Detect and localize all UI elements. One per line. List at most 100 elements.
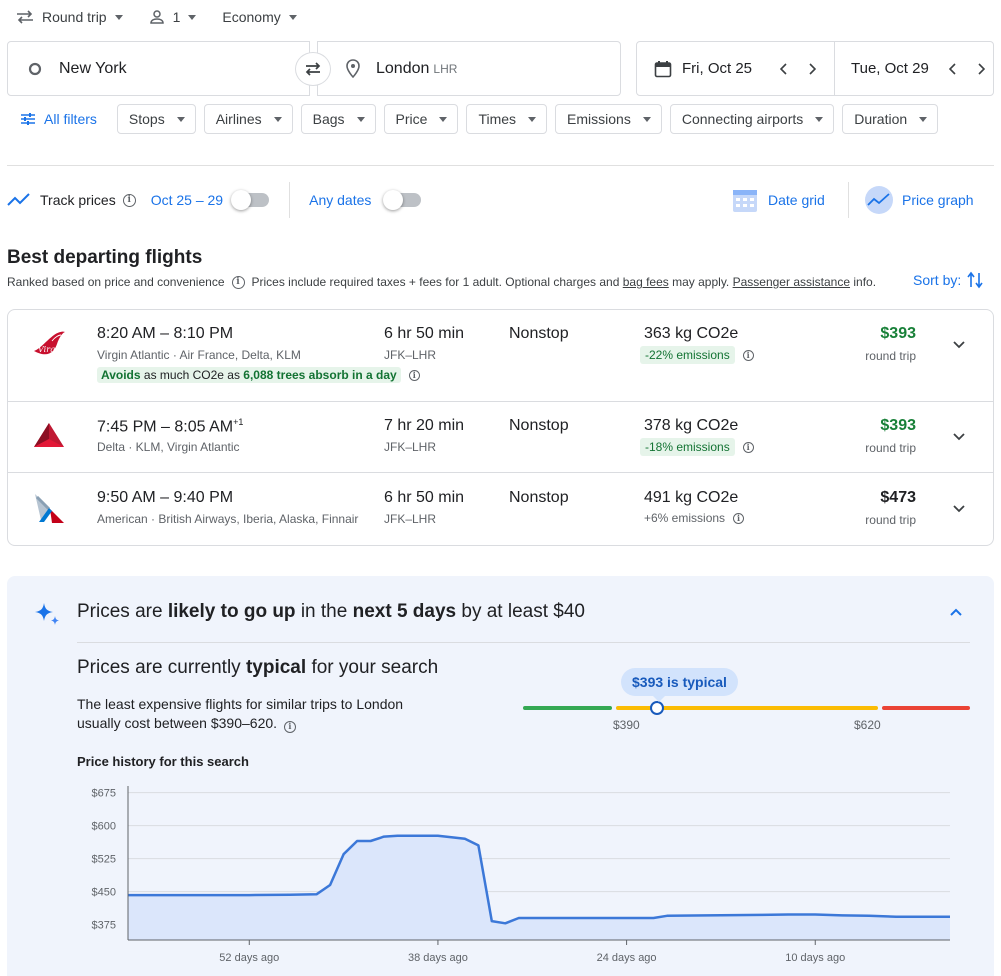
- trip-type-label: Round trip: [42, 9, 107, 25]
- info-icon[interactable]: i: [283, 720, 296, 733]
- collapse-chevron-icon[interactable]: [948, 605, 964, 619]
- emissions-text: +6% emissions: [644, 511, 726, 525]
- destination-field[interactable]: London LHR: [317, 41, 621, 96]
- current-price-marker: [650, 701, 664, 715]
- chip-label: Airlines: [215, 111, 262, 127]
- flight-co2: 491 kg CO2e: [644, 489, 739, 506]
- typical-a: Prices are currently: [77, 657, 241, 678]
- chip-label: Connecting airports: [681, 111, 804, 127]
- depart-next-button[interactable]: [802, 59, 822, 79]
- trip-type-select[interactable]: Round trip: [16, 9, 123, 25]
- date-divider: [834, 41, 836, 96]
- return-date-field[interactable]: Tue, Oct 29: [851, 60, 929, 77]
- chevron-down-icon: [642, 116, 651, 122]
- sort-icon: [967, 271, 983, 289]
- depart-date-field[interactable]: Fri, Oct 25: [654, 60, 752, 78]
- price-graph-icon: [865, 186, 893, 214]
- range-high-segment: [882, 706, 970, 710]
- passenger-assistance-link[interactable]: Passenger assistance: [732, 275, 851, 289]
- filter-times[interactable]: Times: [466, 104, 548, 134]
- chevron-down-icon[interactable]: [952, 337, 966, 351]
- cabin-label: Economy: [222, 9, 281, 25]
- flight-price: $393: [880, 325, 916, 342]
- flight-duration: 6 hr 50 min: [384, 325, 465, 342]
- track-prices-label: Track prices: [40, 192, 116, 208]
- price-area: [128, 835, 950, 940]
- bag-fees-link[interactable]: bag fees: [622, 275, 669, 289]
- chevron-down-icon: [114, 14, 123, 20]
- track-date-range: Oct 25 – 29: [150, 192, 224, 208]
- flight-row[interactable]: 9:50 AM – 9:40 PM American · British Air…: [8, 473, 993, 545]
- filter-emissions[interactable]: Emissions: [555, 104, 662, 134]
- chip-label: Emissions: [567, 111, 631, 127]
- passenger-count: 1: [172, 9, 181, 25]
- chevron-left-icon: [948, 62, 956, 75]
- origin-field[interactable]: New York: [7, 41, 310, 96]
- price-prediction: Prices are likely to go up in the next 5…: [77, 601, 585, 623]
- all-filters-button[interactable]: All filters: [20, 111, 97, 127]
- chip-label: Duration: [854, 111, 908, 127]
- flight-co2: 363 kg CO2e: [644, 325, 739, 342]
- trip-options: Round trip 1 Economy: [16, 6, 297, 28]
- chip-label: Bags: [312, 111, 345, 127]
- chevron-down-icon[interactable]: [952, 429, 966, 443]
- emissions-avoid-note: Avoids as much CO2e as 6,088 trees absor…: [97, 367, 420, 383]
- any-dates-toggle[interactable]: [383, 190, 422, 210]
- chevron-right-icon: [978, 62, 985, 75]
- flight-emissions: -18% emissions i: [640, 438, 754, 456]
- filter-price[interactable]: Price: [383, 104, 459, 134]
- return-next-button[interactable]: [971, 59, 991, 79]
- flight-row[interactable]: Virgin 8:20 AM – 8:10 PM Virgin Atlantic…: [8, 310, 993, 402]
- all-filters-label: All filters: [44, 111, 97, 127]
- y-tick-label: $375: [92, 920, 116, 932]
- filter-bags[interactable]: Bags: [300, 104, 376, 134]
- chevron-down-icon: [528, 116, 537, 122]
- flight-airlines: Delta · KLM, Virgin Atlantic: [97, 440, 240, 454]
- destination-code: LHR: [433, 61, 458, 76]
- filter-stops[interactable]: Stops: [116, 104, 196, 134]
- vertical-divider: [848, 182, 849, 218]
- track-prices-toggle[interactable]: [231, 190, 270, 210]
- sort-label: Sort by:: [913, 272, 962, 288]
- flight-price: $393: [880, 417, 916, 434]
- info-icon[interactable]: i: [742, 441, 754, 453]
- swap-button[interactable]: [295, 52, 331, 86]
- y-tick-label: $450: [92, 887, 116, 899]
- flight-emissions: +6% emissions i: [644, 511, 745, 525]
- flight-row[interactable]: 7:45 PM – 8:05 AM+1 Delta · KLM, Virgin …: [8, 401, 993, 473]
- info-icon[interactable]: i: [742, 349, 754, 361]
- results-subtext: Ranked based on price and convenience i …: [7, 273, 876, 291]
- filter-duration[interactable]: Duration: [842, 104, 939, 134]
- info-icon[interactable]: i: [231, 275, 245, 289]
- cabin-select[interactable]: Economy: [222, 9, 297, 25]
- flight-price-note: round trip: [865, 349, 916, 363]
- origin-city: New York: [59, 59, 127, 77]
- flight-airlines: Virgin Atlantic · Air France, Delta, KLM: [97, 348, 301, 362]
- sort-button[interactable]: Sort by:: [913, 271, 983, 289]
- y-tick-label: $600: [92, 821, 116, 833]
- x-tick-label: 38 days ago: [408, 952, 468, 964]
- return-prev-button[interactable]: [943, 59, 963, 79]
- date-grid-button[interactable]: Date grid: [732, 184, 825, 216]
- price-graph-label: Price graph: [902, 192, 974, 208]
- info-icon[interactable]: i: [122, 193, 136, 207]
- chevron-left-icon: [780, 62, 787, 75]
- typical-c: for your search: [311, 657, 439, 678]
- flight-duration: 6 hr 50 min: [384, 489, 465, 506]
- emissions-badge: -18% emissions: [640, 438, 735, 456]
- depart-date: Fri, Oct 25: [682, 60, 753, 77]
- info-icon[interactable]: i: [408, 369, 420, 381]
- passengers-select[interactable]: 1: [149, 9, 197, 25]
- emissions-badge: -22% emissions: [640, 346, 735, 364]
- chevron-down-icon[interactable]: [952, 501, 966, 515]
- price-line: [128, 834, 950, 925]
- price-graph-button[interactable]: Price graph: [864, 184, 974, 216]
- info-icon[interactable]: i: [733, 512, 745, 524]
- depart-prev-button[interactable]: [774, 59, 794, 79]
- filter-airlines[interactable]: Airlines: [203, 104, 293, 134]
- prediction-d: next 5 days: [352, 601, 457, 622]
- flight-airlines: American · British Airways, Iberia, Alas…: [97, 512, 359, 526]
- prediction-b: likely to go up: [167, 601, 296, 622]
- typical-description: The least expensive flights for similar …: [77, 695, 437, 733]
- filter-connecting-airports[interactable]: Connecting airports: [669, 104, 835, 134]
